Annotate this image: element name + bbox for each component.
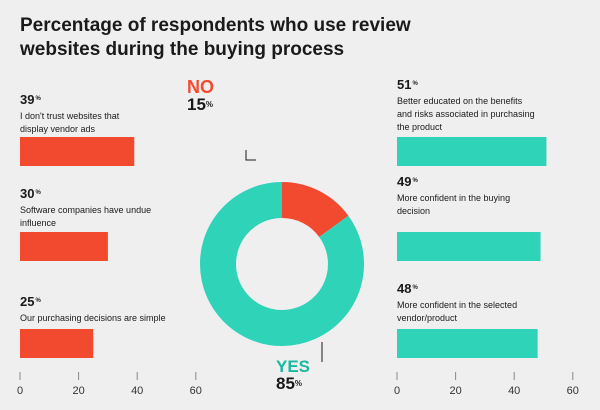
left-item-2-label-line-1: Software companies have undue bbox=[20, 205, 152, 215]
right-bar-2 bbox=[397, 232, 541, 261]
right-tick-label-60: 60 bbox=[567, 385, 579, 397]
left-tick-label-40: 40 bbox=[131, 385, 143, 397]
title-line-2: websites during the buying process bbox=[20, 39, 345, 60]
donut-yes-label: YES 85% bbox=[276, 358, 310, 393]
left-item-1: 39% I don't trust websites that display v… bbox=[20, 93, 220, 136]
right-item-3-value: 48 bbox=[397, 281, 412, 296]
donut-yes-answer: YES bbox=[276, 357, 311, 376]
left-tick-label-20: 20 bbox=[72, 385, 84, 397]
donut-slice-no bbox=[281, 182, 349, 238]
left-item-2-label-line-2: influence bbox=[20, 218, 57, 228]
right-item-2-label-line-1: More confident in the buying bbox=[397, 193, 511, 203]
right-item-1-value: 51 bbox=[397, 77, 412, 92]
right-item-3-label-line-1: More confident in the selected bbox=[397, 300, 518, 310]
left-item-1-value: 39 bbox=[20, 92, 35, 107]
donut-no-label: NO 15% bbox=[187, 78, 214, 114]
right-item-2: 49% More confident in the buying decision bbox=[397, 175, 597, 218]
left-item-2-value: 30 bbox=[20, 186, 35, 201]
right-item-1-label-line-3: the product bbox=[397, 122, 443, 132]
right-item-3-label-line-2: vendor/product bbox=[397, 313, 458, 323]
left-item-3-pct-sign: % bbox=[35, 298, 41, 304]
right-tick-label-40: 40 bbox=[508, 385, 520, 397]
donut-yes-pct-sign: % bbox=[294, 379, 303, 388]
left-item-1-label-line-2: display vendor ads bbox=[20, 124, 96, 134]
left-item-2: 30% Software companies have undue influen… bbox=[20, 187, 220, 230]
donut-yes-value: 85 bbox=[276, 374, 295, 393]
title-line-1: Percentage of respondents who use review bbox=[20, 15, 411, 36]
left-item-3-value: 25 bbox=[20, 294, 35, 309]
left-bar-3 bbox=[20, 329, 94, 358]
donut-no-value: 15 bbox=[187, 95, 206, 114]
left-item-1-label-line-1: I don't trust websites that bbox=[20, 111, 120, 121]
left-item-3-label-line-1: Our purchasing decisions are simple bbox=[20, 313, 166, 323]
right-tick-label-20: 20 bbox=[449, 385, 461, 397]
left-tick-label-0: 0 bbox=[17, 385, 23, 397]
chart-title: Percentage of respondents who use review… bbox=[20, 14, 440, 62]
right-tick-label-0: 0 bbox=[394, 385, 400, 397]
donut-no-answer: NO bbox=[187, 77, 214, 97]
right-item-2-label-line-2: decision bbox=[397, 206, 431, 216]
left-bar-2 bbox=[20, 232, 108, 261]
right-item-1-pct-sign: % bbox=[412, 81, 418, 87]
donut-no-pct-sign: % bbox=[205, 100, 214, 109]
donut-slice-yes bbox=[200, 182, 364, 346]
donut-no-leader-line bbox=[245, 150, 256, 161]
right-item-1: 51% Better educated on the benefits and r… bbox=[397, 78, 597, 134]
right-bar-3 bbox=[397, 329, 538, 358]
left-tick-label-60: 60 bbox=[190, 385, 202, 397]
right-bar-1 bbox=[397, 137, 547, 166]
left-item-3: 25% Our purchasing decisions are simple bbox=[20, 295, 220, 325]
left-bar-1 bbox=[20, 137, 135, 166]
right-item-3: 48% More confident in the selected vendor… bbox=[397, 282, 597, 325]
left-item-2-pct-sign: % bbox=[35, 190, 41, 196]
right-item-3-pct-sign: % bbox=[412, 285, 418, 291]
right-item-1-label-line-2: and risks associated in purchasing bbox=[397, 109, 535, 119]
right-item-2-value: 49 bbox=[397, 174, 412, 189]
right-item-1-label-line-1: Better educated on the benefits bbox=[397, 96, 523, 106]
left-item-1-pct-sign: % bbox=[35, 96, 41, 102]
right-item-2-pct-sign: % bbox=[412, 178, 418, 184]
